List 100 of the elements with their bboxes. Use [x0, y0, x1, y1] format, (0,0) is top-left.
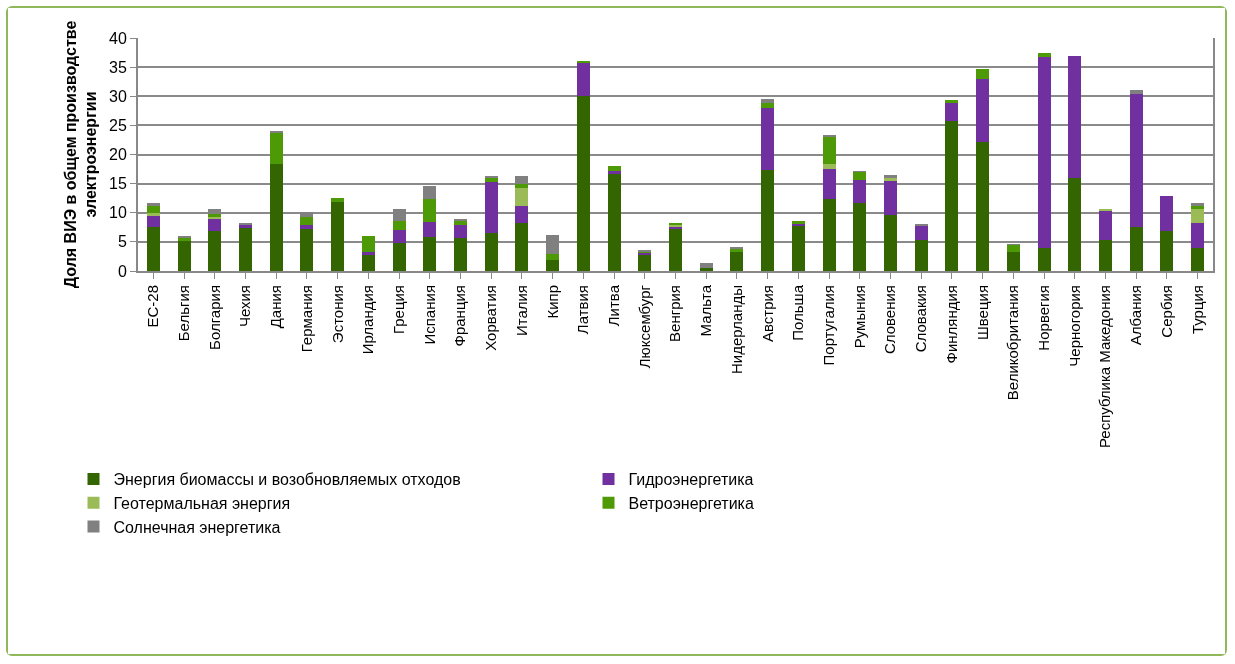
bar: [546, 254, 560, 260]
x-tick-label: Словения: [881, 285, 899, 355]
x-tick-label: Эстония: [328, 285, 346, 344]
x-tick-label: Греция: [389, 285, 407, 335]
x-tick-label: Великобритания: [1004, 285, 1022, 401]
legend-label: Энергия биомассы и возобновляемых отходов: [113, 471, 461, 489]
bar: [1129, 90, 1143, 94]
bar: [730, 251, 744, 271]
bar: [208, 230, 222, 271]
bar: [331, 197, 345, 202]
bar: [822, 163, 836, 170]
bar: [976, 79, 990, 142]
bar: [392, 230, 406, 244]
x-tick-label: Люксембург: [635, 284, 653, 369]
bar: [914, 240, 928, 271]
bar: [945, 102, 959, 122]
bar: [515, 222, 529, 271]
bar: [945, 121, 959, 271]
y-axis-title: Доля ВИЭ в общем производстве электроэнергии: [61, 20, 100, 289]
bar: [1068, 177, 1082, 271]
bar: [146, 215, 160, 227]
y-tick-label: 5: [117, 233, 127, 251]
bar: [1191, 247, 1205, 271]
y-tick-label: 30: [109, 87, 127, 105]
y-tick-label: 10: [109, 204, 127, 222]
bar: [1191, 206, 1205, 209]
y-tick-label: 0: [117, 262, 127, 280]
x-tick-label: Болгария: [205, 285, 223, 350]
bar: [423, 199, 437, 223]
bar: [669, 228, 682, 271]
bar: [1099, 211, 1112, 241]
bar: [761, 99, 775, 104]
bar: [546, 259, 560, 271]
x-tick-label: Сербия: [1157, 285, 1175, 338]
x-tick-label: Норвегия: [1034, 285, 1052, 351]
bar: [146, 213, 160, 216]
bar: [300, 229, 314, 271]
bar: [146, 226, 160, 271]
bar: [484, 181, 498, 234]
bar: [177, 241, 191, 271]
bar: [853, 179, 867, 203]
bar: [1129, 93, 1143, 227]
bar: [423, 222, 437, 238]
x-tick-label: Германия: [297, 285, 315, 353]
bar: [1099, 240, 1112, 271]
legend-label: Гидроэнергетика: [628, 471, 754, 489]
bar: [853, 171, 867, 180]
bar: [239, 228, 252, 271]
bar: [515, 184, 529, 188]
y-tick-label: 40: [109, 29, 127, 47]
x-tick-label: Швеция: [973, 285, 991, 340]
bar: [361, 252, 375, 255]
bar: [976, 141, 990, 271]
bar: [976, 69, 990, 80]
x-tick-label: Черногория: [1065, 285, 1083, 367]
bar: [607, 165, 621, 171]
x-tick-label: Чехия: [236, 285, 254, 328]
bar: [576, 62, 590, 96]
bar: [761, 170, 775, 271]
x-tick-label: ЕС-28: [144, 285, 162, 328]
bar: [761, 107, 775, 171]
y-tick-label: 35: [109, 58, 127, 76]
x-tick-label: Хорватия: [482, 285, 500, 351]
x-tick-label: Словакия: [912, 285, 930, 353]
x-tick-label: Венгрия: [666, 285, 684, 342]
x-tick-label: Республика Македония: [1096, 285, 1114, 449]
bar: [884, 181, 897, 216]
y-tick-label: 25: [109, 116, 127, 134]
bar: [1191, 208, 1205, 223]
bar: [454, 237, 467, 271]
bar: [300, 217, 314, 225]
legend-label: Солнечная энергетика: [113, 518, 281, 536]
bar: [392, 243, 406, 271]
bar: [822, 199, 836, 271]
bar: [361, 236, 375, 253]
bar: [423, 237, 437, 271]
bar: [791, 225, 805, 271]
bar: [269, 132, 283, 164]
bar: [208, 218, 222, 231]
bar: [454, 220, 467, 225]
bar: [361, 254, 375, 271]
x-tick-label: Дания: [267, 285, 285, 329]
bar: [515, 206, 529, 223]
bar: [699, 262, 713, 268]
bar: [822, 137, 836, 164]
y-tick-label: 15: [109, 175, 127, 193]
x-tick-label: Нидерланды: [727, 285, 745, 375]
x-tick-label: Литва: [604, 284, 622, 327]
x-tick-label: Испания: [420, 285, 438, 345]
x-tick-label: Польша: [789, 284, 807, 341]
x-tick-label: Латвия: [574, 285, 592, 335]
bar: [1006, 251, 1020, 271]
bar: [1037, 247, 1051, 271]
x-tick-label: Турция: [1188, 285, 1206, 335]
bar: [607, 174, 621, 271]
bar: [1160, 231, 1174, 271]
y-tick-label: 20: [109, 146, 127, 164]
bar: [1037, 56, 1051, 248]
x-tick-label: Кипр: [543, 285, 561, 319]
x-tick-label: Мальта: [697, 284, 715, 337]
